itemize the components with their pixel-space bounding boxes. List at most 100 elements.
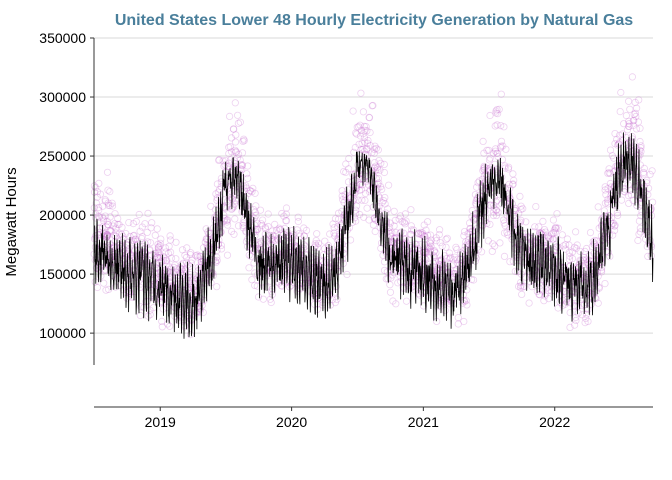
data-point	[144, 312, 152, 320]
data-point	[594, 272, 602, 280]
data-point	[501, 162, 509, 170]
data-point	[460, 317, 468, 326]
data-point	[224, 221, 232, 229]
data-point	[435, 231, 443, 239]
data-point	[257, 239, 265, 247]
data-point	[617, 196, 626, 204]
data-point	[608, 186, 616, 194]
data-point	[552, 259, 561, 267]
data-point	[454, 313, 462, 322]
data-point	[586, 229, 595, 237]
data-point	[244, 162, 252, 170]
data-point	[99, 202, 107, 210]
data-point	[155, 254, 163, 262]
data-point	[538, 231, 546, 239]
data-point	[217, 241, 225, 249]
data-point	[576, 247, 584, 255]
data-point	[357, 145, 365, 154]
data-point	[178, 266, 186, 274]
data-point	[625, 120, 633, 128]
data-point	[480, 162, 488, 170]
data-point	[327, 249, 335, 257]
data-point	[390, 207, 398, 215]
data-point	[525, 299, 533, 307]
data-point	[517, 282, 525, 290]
y-tick-label: 100000	[39, 325, 86, 341]
data-point	[361, 138, 369, 146]
data-point	[516, 192, 524, 200]
data-point	[516, 278, 525, 287]
data-point	[156, 242, 164, 250]
data-point	[250, 247, 258, 255]
data-point	[370, 149, 378, 157]
data-point	[377, 159, 385, 167]
data-point	[596, 242, 604, 250]
data-point	[620, 187, 628, 195]
data-point	[489, 240, 497, 248]
data-point	[493, 110, 502, 118]
y-tick-label: 300000	[39, 89, 86, 105]
data-point	[183, 276, 191, 284]
data-point	[472, 197, 480, 205]
data-point	[104, 186, 112, 194]
data-point	[432, 249, 440, 257]
data-point	[248, 276, 256, 284]
data-point	[410, 245, 418, 253]
data-point	[244, 189, 253, 197]
data-point	[340, 245, 348, 253]
data-point	[633, 201, 641, 209]
data-point	[154, 245, 163, 253]
data-point	[426, 246, 435, 254]
data-point	[420, 232, 428, 240]
data-point	[451, 253, 459, 261]
data-point	[582, 310, 591, 318]
data-point	[146, 245, 154, 254]
data-point	[197, 260, 205, 269]
data-point	[267, 298, 275, 307]
data-point	[132, 240, 140, 248]
data-point	[215, 156, 223, 164]
data-point	[138, 233, 146, 241]
data-point	[95, 179, 103, 187]
data-point	[243, 170, 251, 178]
data-point	[107, 226, 115, 234]
data-point	[357, 89, 365, 97]
data-point	[353, 123, 361, 131]
data-point	[629, 121, 638, 130]
data-point	[207, 202, 215, 210]
data-point	[468, 213, 476, 221]
data-point	[324, 247, 332, 255]
data-point	[227, 134, 236, 142]
data-point	[160, 256, 168, 265]
data-point	[407, 251, 415, 259]
data-point	[224, 216, 232, 224]
data-point	[501, 222, 509, 230]
data-point	[105, 285, 113, 293]
data-point	[158, 323, 166, 331]
data-point	[492, 198, 500, 206]
data-point	[202, 235, 210, 243]
data-point	[512, 227, 520, 235]
data-point	[486, 154, 494, 162]
data-point	[341, 191, 349, 199]
data-point	[472, 183, 481, 191]
data-point	[94, 212, 103, 220]
data-point	[268, 231, 277, 240]
data-point	[497, 142, 505, 150]
data-point	[492, 206, 500, 214]
data-point	[118, 223, 126, 231]
data-point	[226, 112, 234, 121]
data-point	[154, 240, 162, 248]
data-point	[511, 267, 519, 275]
data-point	[500, 229, 509, 237]
data-point	[340, 168, 348, 176]
data-point	[582, 314, 590, 323]
data-point	[144, 209, 152, 217]
data-point	[311, 240, 319, 248]
data-point	[381, 194, 389, 202]
data-point	[178, 246, 187, 254]
data-point	[252, 228, 260, 236]
data-point	[629, 196, 637, 204]
data-point	[364, 136, 372, 145]
data-point	[358, 196, 366, 204]
